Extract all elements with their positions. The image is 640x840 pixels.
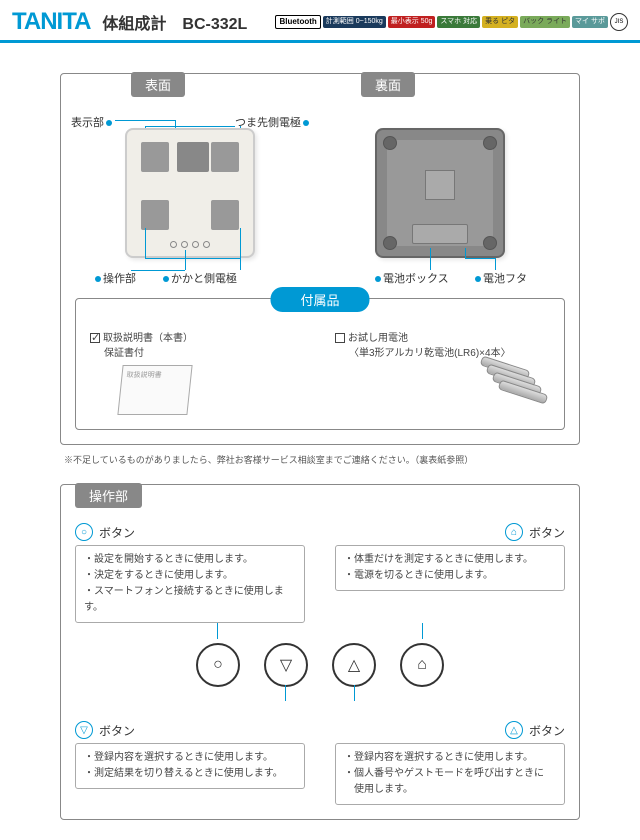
physical-buttons-row: ○ ▽ △ ⌂ — [75, 623, 565, 697]
electrode-icon — [211, 142, 239, 172]
content-area: 表面 裏面 表示部 つま先側電極 — [0, 43, 640, 840]
brand-logo: TANITA — [12, 8, 90, 36]
scale-back-illustration — [375, 128, 505, 258]
battery-compartment-icon — [412, 224, 468, 244]
operations-grid-lower: ▽ ボタン ・登録内容を選択するときに使用します。 ・測定結果を切り替えるときに… — [75, 721, 565, 805]
badge-backlight: バック ライト — [520, 16, 570, 28]
label-heel-electrode: かかと側電極 — [163, 270, 237, 286]
views-panel: 表面 裏面 表示部 つま先側電極 — [60, 73, 580, 445]
checkbox-icon — [90, 333, 100, 343]
weight-button-section: ⌂ ボタン ・体重だけを測定するときに使用します。 ・電源を切るときに使用します… — [335, 523, 565, 623]
up-button: △ — [332, 643, 376, 687]
badge-row: Bluetooth 計測範囲 0~150kg 最小表示 50g スマホ 対応 乗… — [275, 13, 628, 31]
acc2-title: お試し用電池 — [348, 333, 408, 344]
electrode-icon — [211, 200, 239, 230]
accessory-batteries: お試し用電池 〈単3形アルカリ乾電池(LR6)×4本〉 — [335, 329, 550, 415]
accessory-manual: 取扱説明書（本書） 保証書付 取扱説明書 — [90, 329, 305, 415]
label-battery-cover: 電池フタ — [475, 270, 527, 286]
electrode-icon — [141, 142, 169, 172]
label-plate-icon — [425, 170, 455, 200]
display-icon — [177, 142, 209, 172]
checkbox-icon — [335, 333, 345, 343]
back-tab: 裏面 — [361, 72, 415, 97]
manual-icon: 取扱説明書 — [117, 365, 192, 415]
badge-norupita: 乗る ピタ — [482, 16, 518, 28]
down-button: ▽ — [264, 643, 308, 687]
weight-desc: ・体重だけを測定するときに使用します。 ・電源を切るときに使用します。 — [335, 545, 565, 591]
acc1-title: 取扱説明書（本書） — [103, 333, 193, 344]
front-view: 表示部 つま先側電極 操作部 — [75, 108, 305, 288]
jis-badge: JIS — [610, 13, 628, 31]
label-display: 表示部 — [71, 114, 112, 130]
circle-icon: ○ — [75, 523, 93, 541]
label-battery-box: 電池ボックス — [375, 270, 449, 286]
weight-button: ⌂ — [400, 643, 444, 687]
up-desc: ・登録内容を選択するときに使用します。 ・個人番号やゲストモードを呼び出すときに… — [335, 743, 565, 805]
label-controls: 操作部 — [95, 270, 136, 286]
bluetooth-badge: Bluetooth — [275, 15, 320, 30]
badge-range: 計測範囲 0~150kg — [323, 16, 386, 28]
down-desc: ・登録内容を選択するときに使用します。 ・測定結果を切り替えるときに使用します。 — [75, 743, 305, 789]
accessories-title: 付属品 — [270, 287, 369, 312]
batteries-icon — [480, 363, 550, 403]
electrode-icon — [141, 200, 169, 230]
product-title: 体組成計 BC-332L — [102, 10, 247, 34]
operations-grid: ○ ボタン ・設定を開始するときに使用します。 ・決定をするときに使用します。 … — [75, 523, 565, 623]
operations-panel: 操作部 ○ ボタン ・設定を開始するときに使用します。 ・決定をするときに使用し… — [60, 484, 580, 820]
circle-button-section: ○ ボタン ・設定を開始するときに使用します。 ・決定をするときに使用します。 … — [75, 523, 305, 623]
down-button-section: ▽ ボタン ・登録内容を選択するときに使用します。 ・測定結果を切り替えるときに… — [75, 721, 305, 805]
front-tab: 表面 — [131, 72, 185, 97]
up-icon: △ — [505, 721, 523, 739]
badge-mysupport: マイ サポ — [572, 16, 608, 28]
accessories-box: 付属品 取扱説明書（本書） 保証書付 取扱説明書 お試し用電池 〈単3形アルカリ… — [75, 298, 565, 430]
up-button-section: △ ボタン ・登録内容を選択するときに使用します。 ・個人番号やゲストモードを呼… — [335, 721, 565, 805]
weight-icon: ⌂ — [505, 523, 523, 541]
control-buttons-icon — [170, 241, 210, 248]
circle-desc: ・設定を開始するときに使用します。 ・決定をするときに使用します。 ・スマートフ… — [75, 545, 305, 623]
btn-label: ボタン — [99, 524, 135, 541]
back-view: 電池ボックス 電池フタ — [335, 108, 565, 288]
shortage-note: ※不足しているものがありましたら、弊社お客様サービス相談室までご連絡ください。（… — [60, 453, 580, 466]
btn-label: ボタン — [529, 524, 565, 541]
btn-label: ボタン — [99, 722, 135, 739]
operations-tab: 操作部 — [75, 483, 142, 508]
circle-button: ○ — [196, 643, 240, 687]
down-icon: ▽ — [75, 721, 93, 739]
badge-smartphone: スマホ 対応 — [437, 16, 480, 28]
header: TANITA 体組成計 BC-332L Bluetooth 計測範囲 0~150… — [0, 0, 640, 40]
btn-label: ボタン — [529, 722, 565, 739]
views-row: 表示部 つま先側電極 操作部 — [75, 108, 565, 288]
acc1-sub: 保証書付 — [104, 348, 144, 359]
badge-precision: 最小表示 50g — [388, 16, 436, 28]
